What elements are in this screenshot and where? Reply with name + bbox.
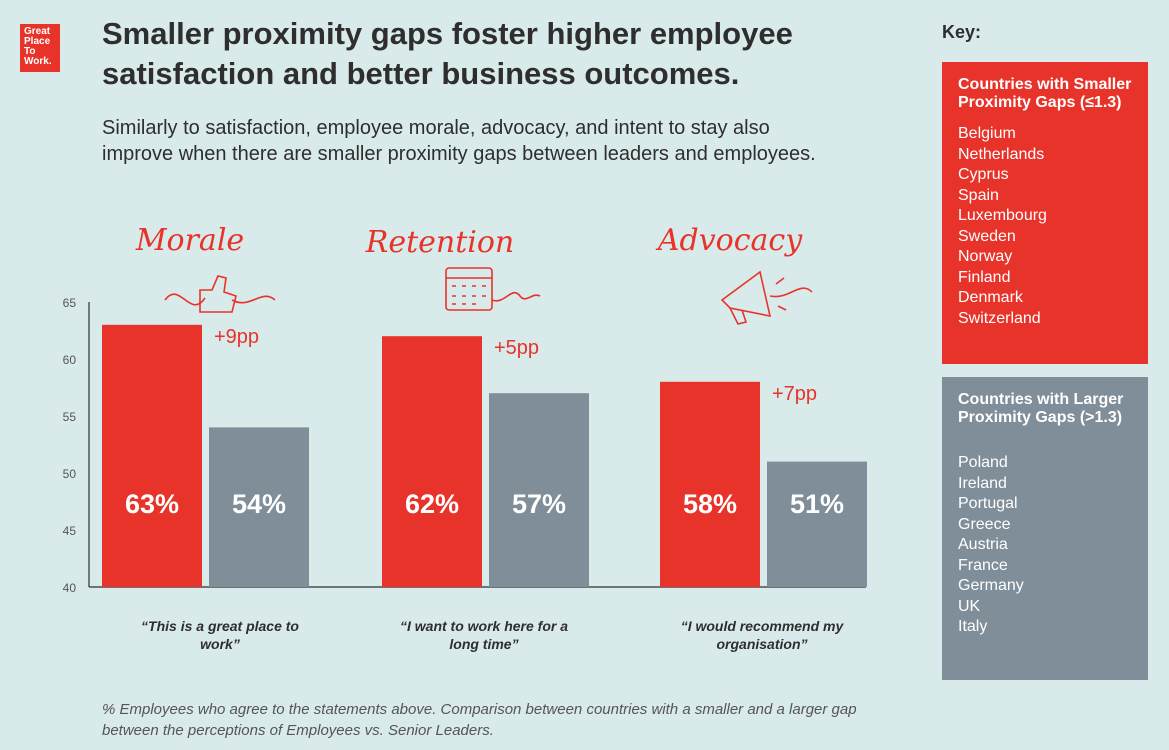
country-item: Switzerland [958, 309, 1041, 327]
bar-value-label: 58% [683, 489, 737, 519]
logo-line: Place [24, 36, 51, 47]
bar-larger-gap [767, 461, 867, 587]
country-item: Finland [958, 268, 1011, 286]
bar-value-label: 54% [232, 489, 286, 519]
country-item: Denmark [958, 289, 1023, 306]
country-item: Spain [958, 186, 999, 204]
country-item: Poland [958, 454, 1008, 471]
country-item: Ireland [958, 474, 1007, 492]
y-tick-label: 50 [63, 467, 77, 481]
thumbs-up-icon [164, 275, 276, 313]
country-item: Netherlands [958, 145, 1045, 163]
bar-smaller-gap [660, 381, 760, 587]
category-title: Morale [135, 223, 244, 258]
country-item: Luxembourg [958, 207, 1047, 224]
key-larger-heading: Countries with Larger Proximity Gaps (>1… [958, 391, 1124, 426]
bar-larger-gap [489, 393, 589, 587]
logo-line: To [24, 46, 36, 57]
country-item: Sweden [958, 227, 1016, 245]
key-label: Key: [942, 22, 982, 42]
great-place-to-work-logo: Great Place To Work. [20, 24, 60, 72]
quote-retention: “I want to work here for a long time” [399, 618, 569, 652]
difference-label: +7pp [772, 383, 817, 405]
megaphone-icon [720, 270, 813, 325]
logo-line: Great [24, 26, 51, 37]
key-smaller-gaps: Countries with Smaller Proximity Gaps (≤… [942, 62, 1148, 364]
difference-label: +5pp [494, 337, 539, 359]
bar-value-label: 63% [125, 489, 179, 519]
country-item: Belgium [958, 125, 1016, 142]
bar-chart: 65 60 55 50 45 40 63% 54% +9pp 62% 57% +5pp 58% 51% +… [63, 223, 867, 595]
country-item: Portugal [958, 495, 1018, 512]
key-smaller-heading: Countries with Smaller Proximity Gaps (≤… [958, 76, 1132, 111]
bar-value-label: 57% [512, 489, 566, 519]
y-tick-label: 60 [63, 353, 77, 367]
footnote: % Employees who agree to the statements … [102, 701, 857, 739]
calendar-icon [445, 267, 541, 311]
country-item: France [958, 556, 1008, 574]
bar-smaller-gap [102, 324, 202, 587]
category-title: Retention [365, 225, 515, 260]
country-item: Greece [958, 515, 1011, 533]
bars-group: 63% 54% +9pp 62% 57% +5pp 58% 51% +7pp [102, 324, 867, 587]
category-titles: Morale Retention Advocacy [135, 223, 803, 260]
quote-morale: “This is a great place to work” [141, 618, 299, 652]
country-item: Italy [958, 618, 988, 635]
y-tick-label: 55 [63, 410, 77, 424]
logo-line: Work. [24, 56, 52, 67]
bar-smaller-gap [382, 336, 482, 587]
y-tick-label: 40 [63, 581, 77, 595]
y-tick-label: 45 [63, 524, 77, 538]
quote-advocacy: “I would recommend my organisation” [680, 618, 844, 652]
y-tick-label: 65 [63, 296, 77, 310]
country-item: Germany [958, 577, 1024, 594]
country-item: UK [958, 597, 981, 615]
page-title: Smaller proximity gaps foster higher emp… [102, 16, 793, 91]
country-item: Cyprus [958, 166, 1009, 183]
key-larger-list: Poland Ireland Portugal Greece Austria France… [958, 453, 1132, 638]
bar-value-label: 51% [790, 489, 844, 519]
category-title: Advocacy [655, 223, 803, 258]
difference-label: +9pp [214, 326, 259, 348]
page-subtitle: Similarly to satisfaction, employee mora… [102, 117, 816, 165]
bar-larger-gap [209, 427, 309, 587]
key-larger-gaps: Countries with Larger Proximity Gaps (>1… [942, 377, 1148, 680]
country-item: Norway [958, 248, 1013, 265]
bar-value-label: 62% [405, 489, 459, 519]
key-smaller-list: Belgium Netherlands Cyprus Spain Luxembourg S… [958, 124, 1132, 329]
country-item: Austria [958, 536, 1008, 553]
